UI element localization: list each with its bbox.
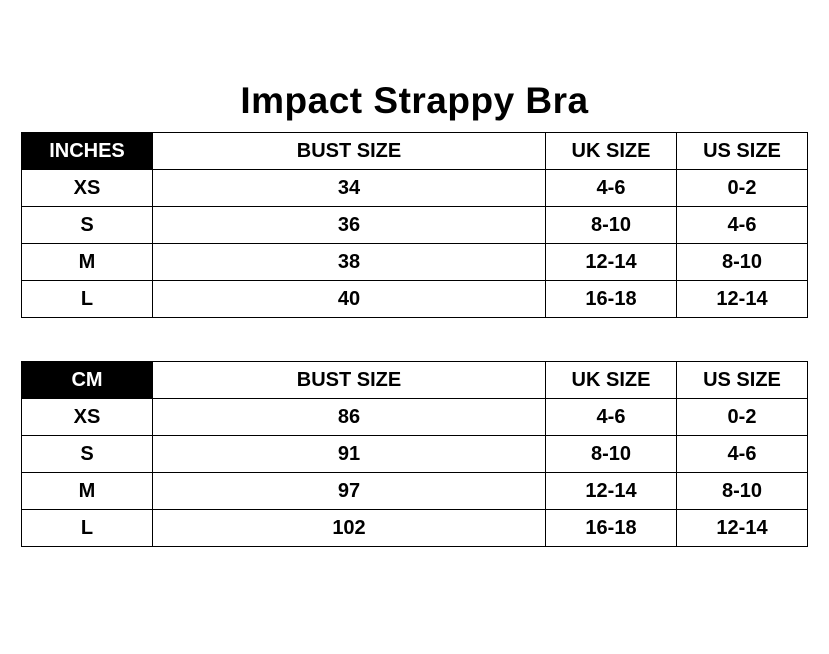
size-cell: S xyxy=(21,206,153,244)
bust-cell: 40 xyxy=(152,280,546,318)
table-row: S 36 8-10 4-6 xyxy=(21,206,808,244)
uk-cell: 4-6 xyxy=(545,398,677,436)
uk-cell: 8-10 xyxy=(545,206,677,244)
uk-cell: 8-10 xyxy=(545,435,677,473)
column-header: BUST SIZE xyxy=(152,361,546,399)
us-cell: 4-6 xyxy=(676,435,808,473)
bust-cell: 91 xyxy=(152,435,546,473)
column-header: US SIZE xyxy=(676,361,808,399)
size-table-cm: CM BUST SIZE UK SIZE US SIZE XS 86 4-6 0-2 … xyxy=(21,361,808,547)
bust-cell: 86 xyxy=(152,398,546,436)
us-cell: 8-10 xyxy=(676,472,808,510)
size-cell: XS xyxy=(21,169,153,207)
uk-cell: 16-18 xyxy=(545,280,677,318)
size-cell: XS xyxy=(21,398,153,436)
column-header: US SIZE xyxy=(676,132,808,170)
table-row: L 102 16-18 12-14 xyxy=(21,509,808,547)
bust-cell: 38 xyxy=(152,243,546,281)
bust-cell: 97 xyxy=(152,472,546,510)
size-cell: L xyxy=(21,509,153,547)
us-cell: 12-14 xyxy=(676,509,808,547)
us-cell: 12-14 xyxy=(676,280,808,318)
bust-cell: 34 xyxy=(152,169,546,207)
size-table-inches: INCHES BUST SIZE UK SIZE US SIZE XS 34 4-6… xyxy=(21,132,808,318)
uk-cell: 12-14 xyxy=(545,243,677,281)
size-cell: S xyxy=(21,435,153,473)
table-row: M 97 12-14 8-10 xyxy=(21,472,808,510)
size-cell: M xyxy=(21,472,153,510)
table-row: L 40 16-18 12-14 xyxy=(21,280,808,318)
column-header: BUST SIZE xyxy=(152,132,546,170)
us-cell: 0-2 xyxy=(676,169,808,207)
us-cell: 8-10 xyxy=(676,243,808,281)
table-row: M 38 12-14 8-10 xyxy=(21,243,808,281)
table-row: XS 86 4-6 0-2 xyxy=(21,398,808,436)
uk-cell: 12-14 xyxy=(545,472,677,510)
table-row: XS 34 4-6 0-2 xyxy=(21,169,808,207)
column-header: UK SIZE xyxy=(545,132,677,170)
column-header: UK SIZE xyxy=(545,361,677,399)
size-cell: M xyxy=(21,243,153,281)
table-row: S 91 8-10 4-6 xyxy=(21,435,808,473)
size-cell: L xyxy=(21,280,153,318)
unit-label: INCHES xyxy=(21,132,153,170)
uk-cell: 16-18 xyxy=(545,509,677,547)
header-row: CM BUST SIZE UK SIZE US SIZE xyxy=(21,361,808,399)
us-cell: 0-2 xyxy=(676,398,808,436)
us-cell: 4-6 xyxy=(676,206,808,244)
bust-cell: 36 xyxy=(152,206,546,244)
header-row: INCHES BUST SIZE UK SIZE US SIZE xyxy=(21,132,808,170)
uk-cell: 4-6 xyxy=(545,169,677,207)
unit-label: CM xyxy=(21,361,153,399)
bust-cell: 102 xyxy=(152,509,546,547)
page-title: Impact Strappy Bra xyxy=(240,80,589,121)
